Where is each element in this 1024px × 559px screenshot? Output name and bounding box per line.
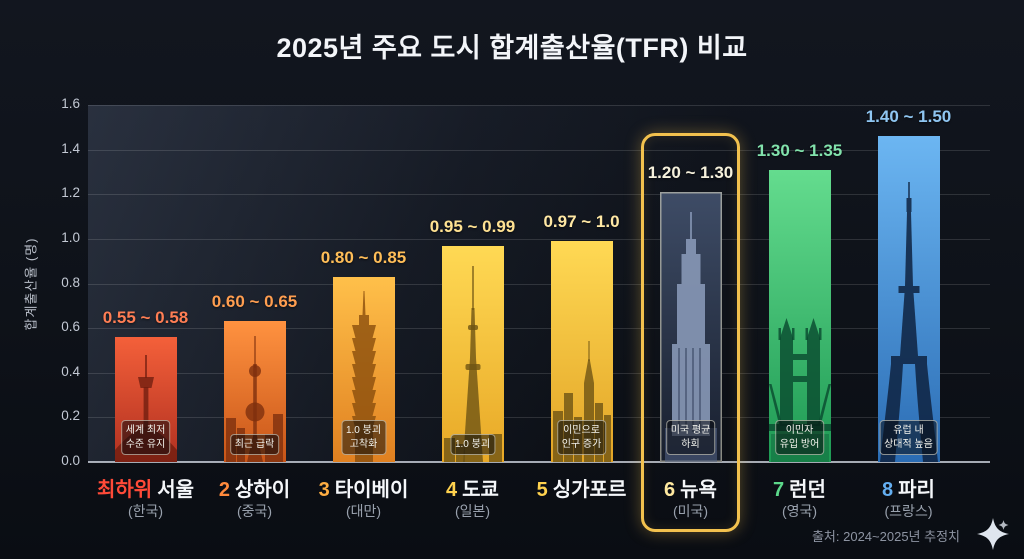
country-label: (일본): [454, 503, 491, 519]
chart-grid: 0.0 0.2 0.4 0.6 0.8 1.0 1.2 1.4 1.6: [61, 96, 990, 468]
rank-label: 4: [446, 479, 458, 501]
value-range-label-shanghai: 0.60 ~ 0.65: [211, 292, 298, 311]
value-range-label-london: 1.30 ~ 1.35: [756, 141, 843, 160]
y-tick-label: 1.4: [61, 140, 80, 156]
annotation-note-london: 이민자 유입 방어: [774, 420, 825, 455]
y-tick-label: 0.6: [61, 319, 80, 335]
country-label: (한국): [127, 503, 164, 519]
y-axis-label: 합계출산율 (명): [23, 236, 39, 331]
city-label-newyork: 6 뉴욕: [620, 473, 761, 502]
city-name: 도쿄: [462, 479, 499, 501]
bar-column-taipei: 0.80 ~ 0.85: [309, 105, 418, 519]
annotation-note-tokyo: 1.0 붕괴: [449, 433, 496, 455]
bar-column-newyork: 1.20 ~ 1.30: [636, 105, 745, 532]
annotation-note-singapore: 이민으로 인구 증가: [556, 420, 607, 455]
tower-bridge-silhouette: [768, 318, 831, 462]
bar-column-london: 1.30 ~ 1.35: [745, 105, 854, 519]
gridline: [88, 238, 990, 240]
city-name: 파리: [898, 479, 935, 501]
rank-label: 5: [536, 479, 548, 501]
rank-label: 6: [664, 479, 676, 501]
value-range-label-tokyo: 0.95 ~ 0.99: [429, 217, 516, 236]
chart-area: 0.0 0.2 0.4 0.6 0.8 1.0 1.2 1.4 1.6 합계출산율 (명) 0.…: [24, 96, 990, 532]
rank-label: 3: [318, 479, 330, 501]
y-tick-label: 0.2: [61, 408, 80, 424]
country-label: (프랑스): [884, 503, 933, 519]
country-label: (영국): [781, 503, 818, 519]
value-range-label-paris: 1.40 ~ 1.50: [865, 107, 952, 126]
city-label-shanghai: 2 상하이: [184, 473, 325, 502]
y-tick-label: 0.0: [61, 453, 80, 468]
rank-label: 2: [218, 479, 230, 501]
bar-paris: 유럽 내 상대적 높음: [877, 136, 940, 462]
x-axis-line: [88, 461, 990, 463]
sparkle-icon: [977, 518, 1009, 550]
bar-taipei: 1.0 붕괴 고착화: [332, 277, 395, 462]
country-label: (중국): [236, 503, 273, 519]
annotation-note-taipei: 1.0 붕괴 고착화: [340, 420, 387, 455]
gridline: [88, 328, 990, 330]
gridline: [88, 105, 990, 106]
y-tick-label: 1.0: [61, 229, 80, 245]
value-range-label-seoul: 0.55 ~ 0.58: [102, 308, 189, 327]
gridline: [88, 372, 990, 374]
country-label: (대만): [345, 503, 382, 519]
bar-singapore: 이민으로 인구 증가: [550, 241, 613, 462]
gridline: [88, 283, 990, 285]
gridline: [88, 194, 990, 196]
bar-column-seoul: 0.55 ~ 0.58 세계 최저 수준 유지 최하위 서울: [91, 105, 200, 519]
bar-seoul: 세계 최저 수준 유지: [114, 337, 177, 462]
value-range-label-newyork: 1.20 ~ 1.30: [647, 163, 734, 182]
tokyo-skytree-silhouette: [443, 266, 502, 462]
value-range-label-taipei: 0.80 ~ 0.85: [320, 248, 407, 267]
bar-shanghai: 최근 급락: [223, 321, 286, 462]
city-name: 런던: [789, 479, 826, 501]
gridline: [88, 417, 990, 419]
city-name: 타이베이: [334, 479, 409, 501]
bar-newyork: 미국 평균 하회: [659, 192, 722, 462]
bar-column-singapore: 0.97 ~ 1.0 이민: [527, 105, 636, 501]
country-label: (미국): [672, 503, 709, 519]
annotation-note-paris: 유럽 내 상대적 높음: [879, 420, 938, 455]
bar-column-tokyo: 0.95 ~ 0.99 1: [418, 105, 527, 519]
city-name: 상하이: [234, 479, 291, 501]
eiffel-tower-silhouette: [879, 182, 938, 462]
bar-column-shanghai: 0.60 ~ 0.65: [200, 105, 309, 519]
bars-area: 0.55 ~ 0.58 세계 최저 수준 유지 최하위 서울: [91, 105, 963, 532]
bar-london: 이민자 유입 방어: [768, 170, 831, 462]
y-tick-label: 1.2: [61, 185, 80, 201]
gridline: [88, 149, 990, 151]
city-label-seoul: 최하위 서울: [75, 473, 216, 502]
rank-label: 최하위: [96, 479, 153, 501]
city-label-paris: 8 파리: [838, 473, 979, 502]
annotation-note-shanghai: 최근 급락: [229, 433, 280, 455]
y-tick-label: 0.8: [61, 274, 80, 290]
city-name: 서울: [157, 479, 194, 501]
y-tick-label: 1.6: [61, 96, 80, 111]
city-name: 뉴욕: [680, 479, 717, 501]
rank-label: 8: [882, 479, 894, 501]
annotation-note-newyork: 미국 평균 하회: [665, 420, 716, 455]
page-title: 2025년 주요 도시 합계출산율(TFR) 비교: [276, 33, 748, 63]
rank-label: 7: [773, 479, 785, 501]
city-label-london: 7 런던: [729, 473, 870, 502]
city-label-singapore: 5 싱가포르: [511, 473, 652, 502]
city-name: 싱가포르: [552, 479, 627, 501]
y-tick-label: 0.4: [61, 363, 80, 379]
city-label-tokyo: 4 도쿄: [402, 473, 543, 502]
bar-tokyo: 1.0 붕괴: [441, 246, 504, 462]
value-range-label-singapore: 0.97 ~ 1.0: [543, 212, 620, 231]
bar-column-paris: 1.40 ~ 1.50 유: [854, 105, 963, 519]
source-note: 출처: 2024~2025년 추정치: [811, 529, 960, 544]
annotation-note-seoul: 세계 최저 수준 유지: [120, 420, 171, 455]
city-label-taipei: 3 타이베이: [293, 473, 434, 502]
